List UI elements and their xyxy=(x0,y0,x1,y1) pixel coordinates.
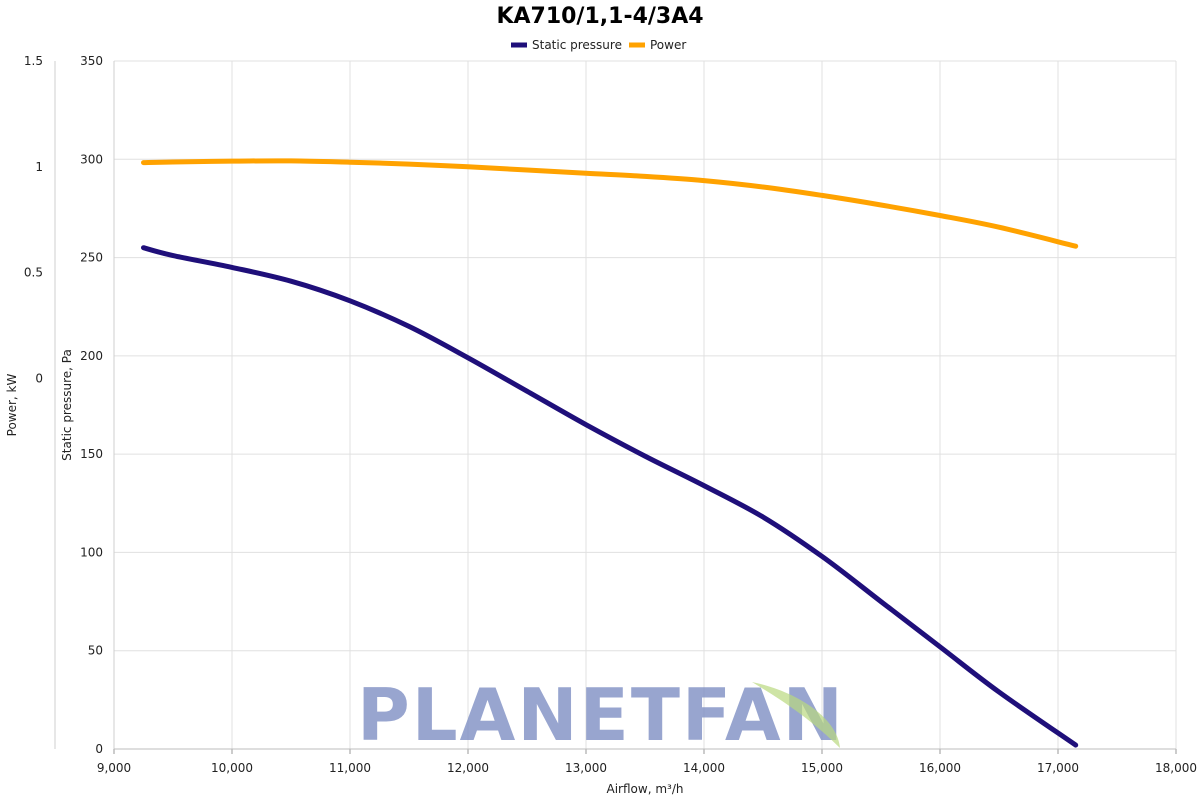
y-power-tick-label: 0.5 xyxy=(24,266,43,280)
x-tick-label: 15,000 xyxy=(801,761,843,775)
y-pressure-tick-label: 50 xyxy=(88,644,103,658)
x-tick-label: 14,000 xyxy=(683,761,725,775)
series-line-static-pressure xyxy=(141,245,1079,748)
x-tick-label: 17,000 xyxy=(1037,761,1079,775)
watermark: PLANETFAN xyxy=(357,673,845,757)
y-pressure-tick-label: 300 xyxy=(80,152,103,166)
y-pressure-tick-label: 200 xyxy=(80,349,103,363)
y-pressure-tick-label: 150 xyxy=(80,447,103,461)
x-tick-label: 9,000 xyxy=(97,761,131,775)
legend: Static pressure Power xyxy=(511,38,686,52)
x-tick-label: 16,000 xyxy=(919,761,961,775)
y-pressure-tick-label: 250 xyxy=(80,251,103,265)
series-group xyxy=(141,158,1079,748)
y-power-tick-label: 0 xyxy=(35,372,43,386)
x-axis-title: Airflow, m³/h xyxy=(607,782,684,796)
y-axis-power-title: Power, kW xyxy=(5,374,19,437)
legend-label: Power xyxy=(650,38,686,52)
axes: 9,000 10,000 11,000 12,000 13,000 14,000 15,00… xyxy=(24,54,1197,775)
y-power-tick-label: 1 xyxy=(35,160,43,174)
y-power-tick-label: 1.5 xyxy=(24,54,43,68)
y-axis-pressure-title: Static pressure, Pa xyxy=(60,349,74,461)
x-tick-label: 18,000 xyxy=(1155,761,1197,775)
series-line-power xyxy=(141,158,1079,249)
x-tick-label: 12,000 xyxy=(447,761,489,775)
chart-title: KA710/1,1-4/3A4 xyxy=(496,4,703,29)
y-pressure-tick-label: 0 xyxy=(95,742,103,756)
x-tick-label: 11,000 xyxy=(329,761,371,775)
grid xyxy=(113,60,1177,750)
watermark-text: PLANETFAN xyxy=(357,673,845,757)
x-tick-label: 13,000 xyxy=(565,761,607,775)
y-pressure-tick-label: 100 xyxy=(80,545,103,559)
x-tick-label: 10,000 xyxy=(211,761,253,775)
legend-label: Static pressure xyxy=(532,38,622,52)
y-pressure-tick-label: 350 xyxy=(80,54,103,68)
